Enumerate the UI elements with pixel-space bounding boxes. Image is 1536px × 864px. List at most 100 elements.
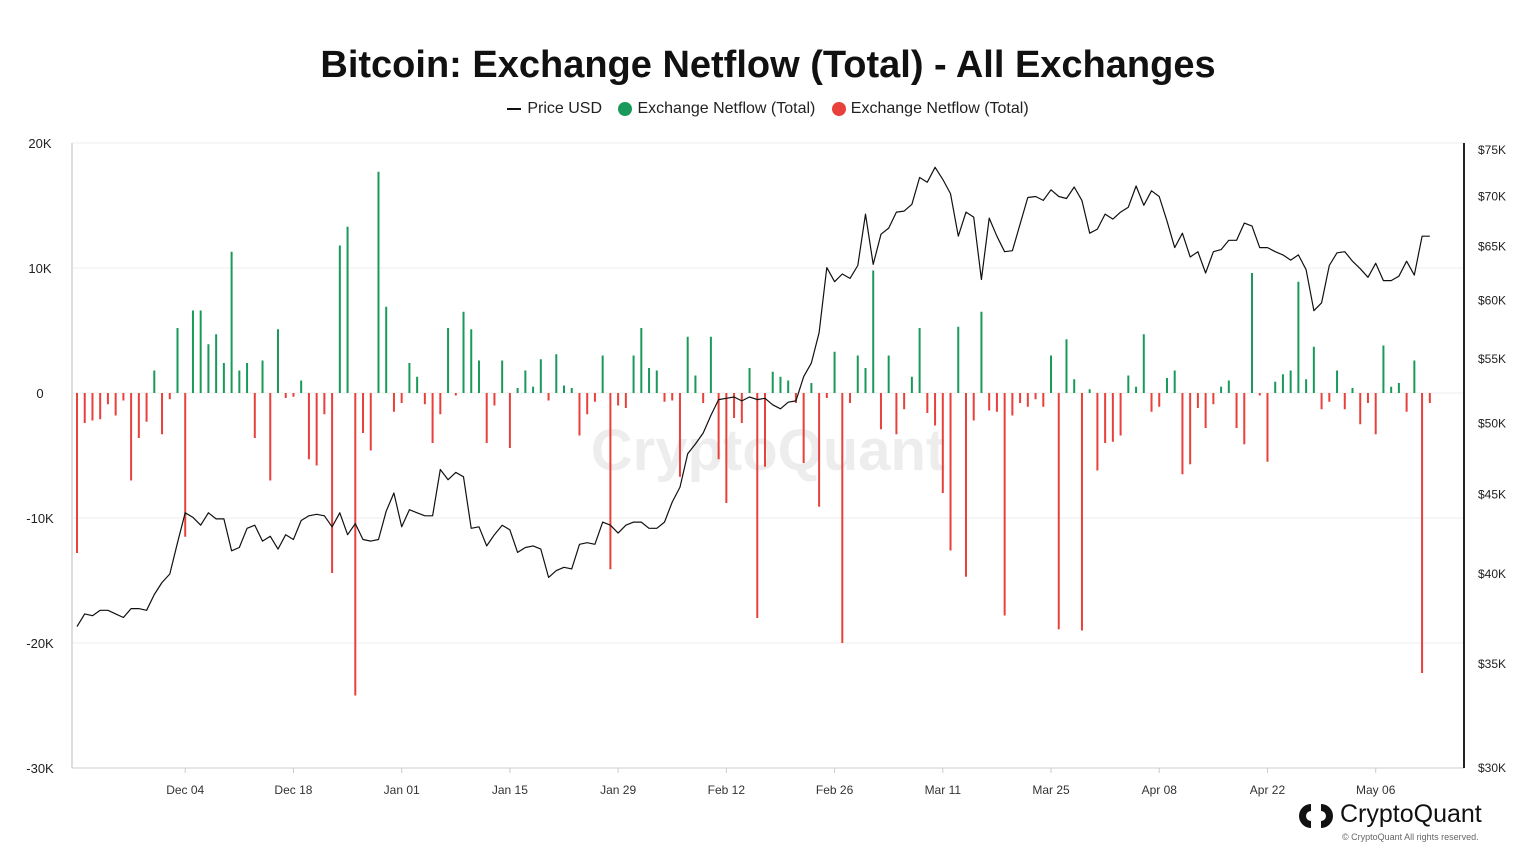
legend-item-price[interactable]: Price USD <box>507 100 602 118</box>
netflow-bar-positive <box>470 329 473 393</box>
netflow-bar-negative <box>818 393 821 507</box>
netflow-bar-positive <box>694 375 697 393</box>
netflow-bar-negative <box>315 393 318 466</box>
netflow-bar-positive <box>1220 386 1223 393</box>
netflow-bar-positive <box>1251 273 1254 393</box>
netflow-bar-positive <box>570 388 573 393</box>
netflow-bar-positive <box>1297 281 1300 393</box>
netflow-bar-positive <box>524 370 527 393</box>
y-right-tick-label: $30K <box>1478 761 1506 775</box>
netflow-bar-negative <box>740 393 743 423</box>
netflow-bar-negative <box>671 393 674 401</box>
netflow-bar-negative <box>83 393 86 423</box>
netflow-bar-negative <box>941 393 944 493</box>
netflow-bar-negative <box>269 393 272 481</box>
netflow-bar-negative <box>547 393 550 401</box>
netflow-bar-negative <box>756 393 759 618</box>
x-tick-label: Apr 22 <box>1250 783 1286 797</box>
netflow-bar-positive <box>261 360 264 393</box>
netflow-bar-negative <box>617 393 620 406</box>
y-left-tick-label: -30K <box>26 761 54 776</box>
netflow-bar-negative <box>1243 393 1246 445</box>
netflow-bar-positive <box>910 376 913 393</box>
netflow-bar-negative <box>1320 393 1323 410</box>
netflow-bar-positive <box>215 334 218 393</box>
netflow-bar-positive <box>810 383 813 393</box>
netflow-bar-negative <box>1026 393 1029 407</box>
y-right-tick-label: $60K <box>1478 294 1506 308</box>
netflow-bar-positive <box>1274 381 1277 393</box>
netflow-bar-positive <box>416 376 419 393</box>
netflow-bar-negative <box>794 393 797 403</box>
netflow-bar-positive <box>563 385 566 393</box>
netflow-bar-negative <box>161 393 164 435</box>
netflow-bar-positive <box>1289 370 1292 393</box>
price-line <box>76 166 1430 627</box>
netflow-bar-negative <box>1235 393 1238 428</box>
netflow-bar-negative <box>439 393 442 415</box>
netflow-bar-negative <box>168 393 171 400</box>
netflow-bar-negative <box>1111 393 1114 442</box>
netflow-bar-positive <box>199 310 202 393</box>
x-tick-label: May 06 <box>1356 783 1396 797</box>
netflow-bar-negative <box>578 393 581 436</box>
legend-item-netflow-negative[interactable]: Exchange Netflow (Total) <box>831 100 1029 118</box>
netflow-bar-positive <box>1165 378 1168 393</box>
netflow-bar-positive <box>632 355 635 393</box>
netflow-bar-negative <box>1428 393 1431 403</box>
netflow-bar-positive <box>1397 383 1400 393</box>
y-right-tick-label: $75K <box>1478 143 1506 157</box>
netflow-bar-negative <box>1003 393 1006 616</box>
brand-name: CryptoQuant <box>1340 800 1482 828</box>
netflow-bar-negative <box>1359 393 1362 425</box>
netflow-bar-negative <box>1328 393 1331 402</box>
netflow-bar-positive <box>222 363 225 393</box>
netflow-bar-positive <box>276 329 279 393</box>
netflow-bar-positive <box>230 251 233 393</box>
netflow-bar-negative <box>964 393 967 577</box>
netflow-bar-negative <box>454 393 457 396</box>
netflow-bar-negative <box>1096 393 1099 471</box>
y-right-tick-label: $40K <box>1478 567 1506 581</box>
netflow-bar-negative <box>91 393 94 421</box>
netflow-bar-positive <box>1281 374 1284 393</box>
netflow-bar-negative <box>1034 393 1037 400</box>
netflow-bar-negative <box>331 393 334 573</box>
netflow-bar-positive <box>532 386 535 393</box>
netflow-bar-negative <box>717 393 720 460</box>
netflow-bar-negative <box>1119 393 1122 436</box>
netflow-bar-negative <box>431 393 434 443</box>
netflow-bar-negative <box>493 393 496 406</box>
legend-item-netflow-positive[interactable]: Exchange Netflow (Total) <box>618 100 815 118</box>
x-tick-label: Mar 11 <box>925 783 962 797</box>
netflow-bar-negative <box>624 393 627 408</box>
netflow-bar-negative <box>879 393 882 430</box>
y-left-tick-label: 0 <box>36 386 43 401</box>
netflow-bar-positive <box>1382 345 1385 393</box>
netflow-bar-positive <box>787 380 790 393</box>
netflow-bar-positive <box>686 336 689 393</box>
netflow-bar-positive <box>748 368 751 393</box>
netflow-bar-positive <box>153 370 156 393</box>
netflow-bar-negative <box>1405 393 1408 412</box>
netflow-bar-positive <box>338 245 341 393</box>
netflow-bar-negative <box>392 393 395 412</box>
netflow-bar-positive <box>1390 386 1393 393</box>
netflow-bar-positive <box>1142 334 1145 393</box>
netflow-bar-positive <box>539 359 542 393</box>
netflow-bar-negative <box>292 393 295 397</box>
netflow-bar-positive <box>176 328 179 393</box>
netflow-bar-positive <box>1351 388 1354 393</box>
netflow-bar-positive <box>601 355 604 393</box>
x-tick-label: Jan 29 <box>600 783 636 797</box>
netflow-bar-negative <box>972 393 975 421</box>
legend-dot-swatch-green <box>618 101 633 116</box>
netflow-bar-negative <box>130 393 133 481</box>
netflow-bar-positive <box>501 360 504 393</box>
netflow-bar-negative <box>995 393 998 412</box>
netflow-bar-positive <box>191 310 194 393</box>
netflow-bar-positive <box>655 370 658 393</box>
netflow-bar-negative <box>1181 393 1184 475</box>
netflow-bar-positive <box>516 388 519 393</box>
